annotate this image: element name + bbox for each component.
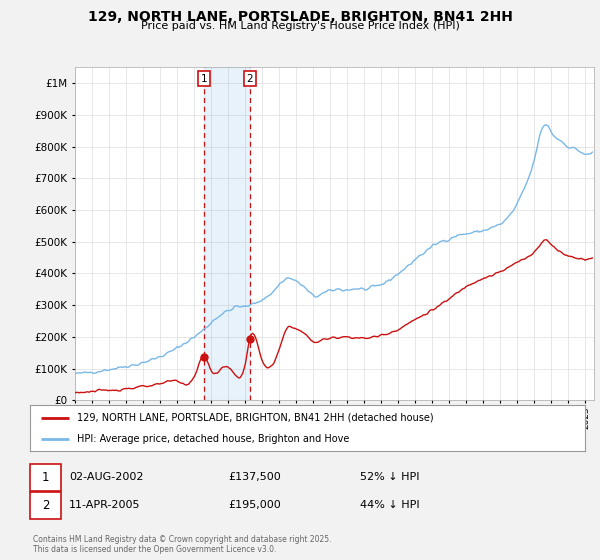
Text: 1: 1 (42, 470, 49, 484)
Text: HPI: Average price, detached house, Brighton and Hove: HPI: Average price, detached house, Brig… (77, 435, 350, 444)
Text: 129, NORTH LANE, PORTSLADE, BRIGHTON, BN41 2HH (detached house): 129, NORTH LANE, PORTSLADE, BRIGHTON, BN… (77, 413, 434, 423)
Text: 02-AUG-2002: 02-AUG-2002 (69, 472, 143, 482)
Bar (204, 67, 250, 400)
Text: £195,000: £195,000 (228, 500, 281, 510)
Text: 1: 1 (200, 74, 207, 84)
Text: Contains HM Land Registry data © Crown copyright and database right 2025.
This d: Contains HM Land Registry data © Crown c… (33, 535, 331, 554)
Text: 44% ↓ HPI: 44% ↓ HPI (360, 500, 419, 510)
Text: £137,500: £137,500 (228, 472, 281, 482)
Text: 129, NORTH LANE, PORTSLADE, BRIGHTON, BN41 2HH: 129, NORTH LANE, PORTSLADE, BRIGHTON, BN… (88, 10, 512, 24)
Text: Price paid vs. HM Land Registry's House Price Index (HPI): Price paid vs. HM Land Registry's House … (140, 21, 460, 31)
Text: 52% ↓ HPI: 52% ↓ HPI (360, 472, 419, 482)
Text: 2: 2 (42, 498, 49, 512)
Text: 11-APR-2005: 11-APR-2005 (69, 500, 140, 510)
Text: 2: 2 (247, 74, 253, 84)
